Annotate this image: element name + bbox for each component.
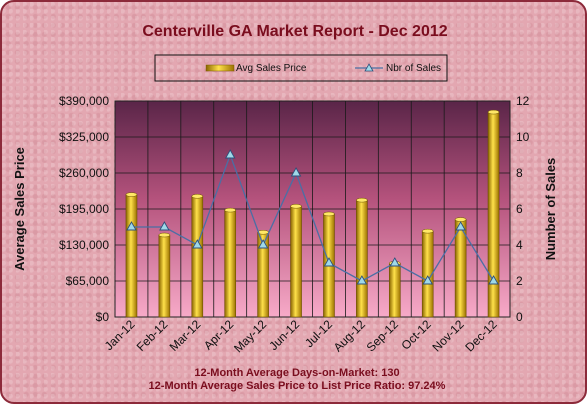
bar-cap [158,232,171,238]
x-tick-label: Sep-12 [364,317,401,354]
legend-triangle-icon [364,63,374,72]
sales-count-point [159,221,170,231]
bar [388,262,401,318]
sales-count-point [422,275,433,285]
sales-count-point [224,149,236,159]
y2-tick-label: 10 [516,130,530,144]
bar [191,195,204,318]
y2-tick-label: 4 [516,238,523,252]
sales-count-point [488,275,499,285]
y2-tick-label: 6 [516,202,523,216]
sales-count-point [257,239,269,249]
y2-axis-title: Number of Sales [543,158,558,261]
bar [224,209,237,318]
chart-title: Centerville GA Market Report - Dec 2012 [142,23,447,40]
bar-cap [191,194,204,199]
bar-cap [323,211,335,217]
sales-count-point [290,167,302,177]
y2-tick-label: 2 [516,274,523,288]
x-tick-label: Mar-12 [167,317,204,354]
bar [125,194,138,318]
legend-label-avg-price: Avg Sales Price [236,63,307,74]
y-axis-ticks: $0 $65,000 $130,000 $195,000 $260,000 $325,00… [59,94,109,324]
bar-series [125,109,500,318]
y2-tick-label: 12 [516,94,530,108]
sales-count-point [323,257,335,267]
bar-cap [421,228,434,234]
legend: Avg Sales Price Nbr of Sales [154,54,448,82]
x-tick-label: Apr-12 [201,317,237,353]
sales-count-point [126,221,137,231]
y-tick-label: $260,000 [59,166,109,180]
footnote-price-ratio: 12-Month Average Sales Price to List Pri… [149,380,446,392]
gridlines [115,101,510,317]
y2-tick-label: 0 [516,310,523,324]
y-axis-title: Average Sales Price [12,147,27,271]
bar-cap [356,197,368,203]
bar [356,199,368,318]
bar-cap [224,207,236,213]
x-tick-label: Jun-12 [266,317,302,353]
bar-cap [290,203,302,209]
y-tick-label: $195,000 [59,202,109,216]
sales-count-point [455,221,466,231]
y2-axis-ticks: 0 2 4 6 8 10 12 [516,94,530,324]
bar [158,234,171,318]
legend-bar-swatch [205,64,235,72]
y-tick-label: $130,000 [59,238,109,252]
x-tick-label: Nov-12 [429,317,466,354]
y-tick-label: $0 [96,310,110,324]
bar-cap [487,109,500,115]
x-tick-label: Dec-12 [462,317,499,354]
sales-count-point [356,275,368,285]
bar [290,205,302,318]
x-tick-label: Oct-12 [398,317,434,353]
legend-label-nbr-sales: Nbr of Sales [386,63,441,74]
x-tick-label: Aug-12 [331,317,368,354]
y-tick-label: $325,000 [59,130,109,144]
footnote-days-on-market: 12-Month Average Days-on-Market: 130 [194,367,399,379]
x-tick-label: May-12 [231,317,269,355]
y-tick-label: $390,000 [59,94,109,108]
bar [487,111,500,318]
x-tick-label: Feb-12 [134,317,171,354]
line-series [126,149,499,285]
legend-box [154,54,448,82]
sales-count-point [389,257,401,267]
y2-tick-label: 8 [516,166,523,180]
bar-cap [454,217,467,222]
sales-count-point [192,239,203,249]
bar-cap [125,192,138,197]
y-tick-label: $65,000 [66,274,110,288]
sales-count-line [131,153,495,282]
